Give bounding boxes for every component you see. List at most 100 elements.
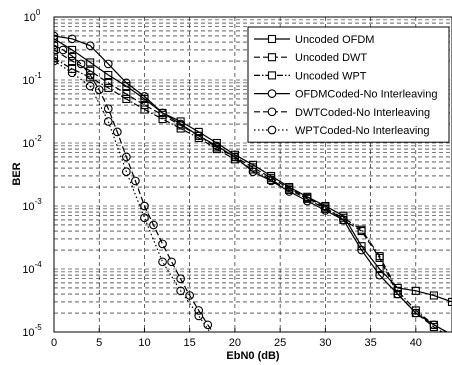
data-point: [176, 124, 185, 133]
data-point: [266, 176, 276, 186]
y-tick-label: 10-2: [22, 134, 42, 150]
data-point: [411, 308, 421, 318]
data-point: [176, 119, 185, 129]
x-tick-label: 40: [410, 337, 422, 349]
x-axis-label: EbN0 (dB): [226, 350, 280, 362]
data-point: [375, 270, 384, 280]
legend-item: Uncoded DWT: [254, 52, 367, 64]
data-point: [140, 105, 149, 114]
x-tick-label: 20: [229, 337, 241, 349]
x-tick-label: 25: [274, 337, 286, 349]
data-point: [67, 51, 77, 61]
series-line: [54, 35, 449, 332]
data-point: [375, 252, 384, 261]
data-point: [85, 70, 95, 80]
legend-box: [247, 26, 450, 143]
data-point: [357, 245, 366, 255]
data-point: [375, 264, 384, 274]
data-point: [212, 141, 222, 151]
y-tick-label: 100: [24, 8, 41, 24]
data-point: [429, 320, 439, 330]
data-point: [54, 45, 59, 54]
data-point: [248, 167, 258, 177]
legend-marker: [267, 71, 277, 80]
x-tick-label: 10: [138, 337, 150, 349]
data-point: [140, 101, 149, 110]
data-point: [122, 78, 131, 88]
data-point: [167, 257, 176, 267]
y-tick-label: 10-3: [22, 197, 42, 213]
data-point: [54, 54, 59, 63]
plot-frame: [53, 16, 452, 333]
y-tick-label: 10-1: [22, 71, 42, 87]
data-point: [104, 78, 113, 87]
series-line: [54, 38, 452, 303]
data-point: [447, 297, 452, 306]
legend-label: OFDMCoded-No Interleaving: [295, 89, 437, 101]
data-point: [86, 58, 95, 67]
data-point: [76, 59, 86, 69]
data-point: [85, 81, 95, 91]
data-point: [149, 220, 158, 230]
data-point: [104, 83, 113, 92]
data-point: [194, 131, 204, 141]
data-point: [67, 68, 77, 78]
legend-label: Uncoded WPT: [295, 70, 367, 82]
data-point: [85, 41, 95, 51]
data-point: [112, 127, 122, 137]
x-tick-label: 0: [51, 337, 57, 349]
data-point: [176, 286, 185, 296]
series-line: [54, 49, 444, 332]
data-point: [158, 257, 167, 267]
data-point: [103, 117, 113, 126]
legend-item: Uncoded WPT: [254, 70, 367, 82]
data-point: [158, 108, 167, 118]
data-point: [321, 206, 330, 215]
y-tick-label: 10-5: [22, 323, 42, 339]
data-point: [103, 104, 113, 114]
data-point: [103, 59, 113, 69]
data-point: [122, 89, 131, 99]
data-point: [122, 152, 131, 162]
data-point: [230, 152, 240, 162]
data-point: [104, 70, 113, 80]
x-tick-label: 15: [184, 337, 196, 349]
y-tick-labels: 100 10-1 10-2 10-3 10-4 10-5: [22, 8, 42, 339]
data-point: [429, 291, 438, 300]
legend-marker: [267, 125, 277, 135]
series-5: [54, 40, 214, 332]
y-tick-label: 10-4: [22, 260, 42, 276]
data-point: [140, 92, 149, 101]
y-axis-label: BER: [11, 162, 23, 185]
data-point: [194, 311, 204, 321]
data-point: [185, 291, 195, 300]
legend: Uncoded OFDM Uncoded DWT Uncoded WPT OFDMCo…: [247, 26, 450, 143]
series-layer: [54, 31, 452, 332]
legend-label: DWTCoded-No Interleaving: [295, 107, 430, 119]
x-tick-label: 35: [364, 337, 376, 349]
legend-marker: [267, 53, 277, 62]
legend-label: Uncoded DWT: [295, 52, 367, 64]
legend-item: WPTCoded-No Interleaving: [254, 125, 430, 137]
data-point: [203, 320, 213, 330]
legend-label: Uncoded OFDM: [295, 34, 374, 46]
data-point: [339, 215, 348, 225]
legend-item: Uncoded OFDM: [254, 34, 374, 46]
legend-item: DWTCoded-No Interleaving: [254, 107, 430, 119]
data-point: [140, 201, 149, 211]
data-point: [357, 225, 366, 234]
data-point: [158, 114, 167, 124]
legend-marker: [267, 89, 277, 98]
data-point: [68, 56, 77, 66]
data-point: [122, 167, 131, 177]
x-tick-label: 30: [319, 337, 331, 349]
data-point: [54, 34, 59, 43]
data-point: [94, 85, 104, 95]
legend-label: WPTCoded-No Interleaving: [295, 125, 430, 137]
legend-marker: [267, 107, 277, 117]
data-point: [67, 34, 77, 44]
legend-marker: [267, 34, 277, 44]
data-point: [411, 286, 420, 295]
data-point: [68, 45, 77, 54]
